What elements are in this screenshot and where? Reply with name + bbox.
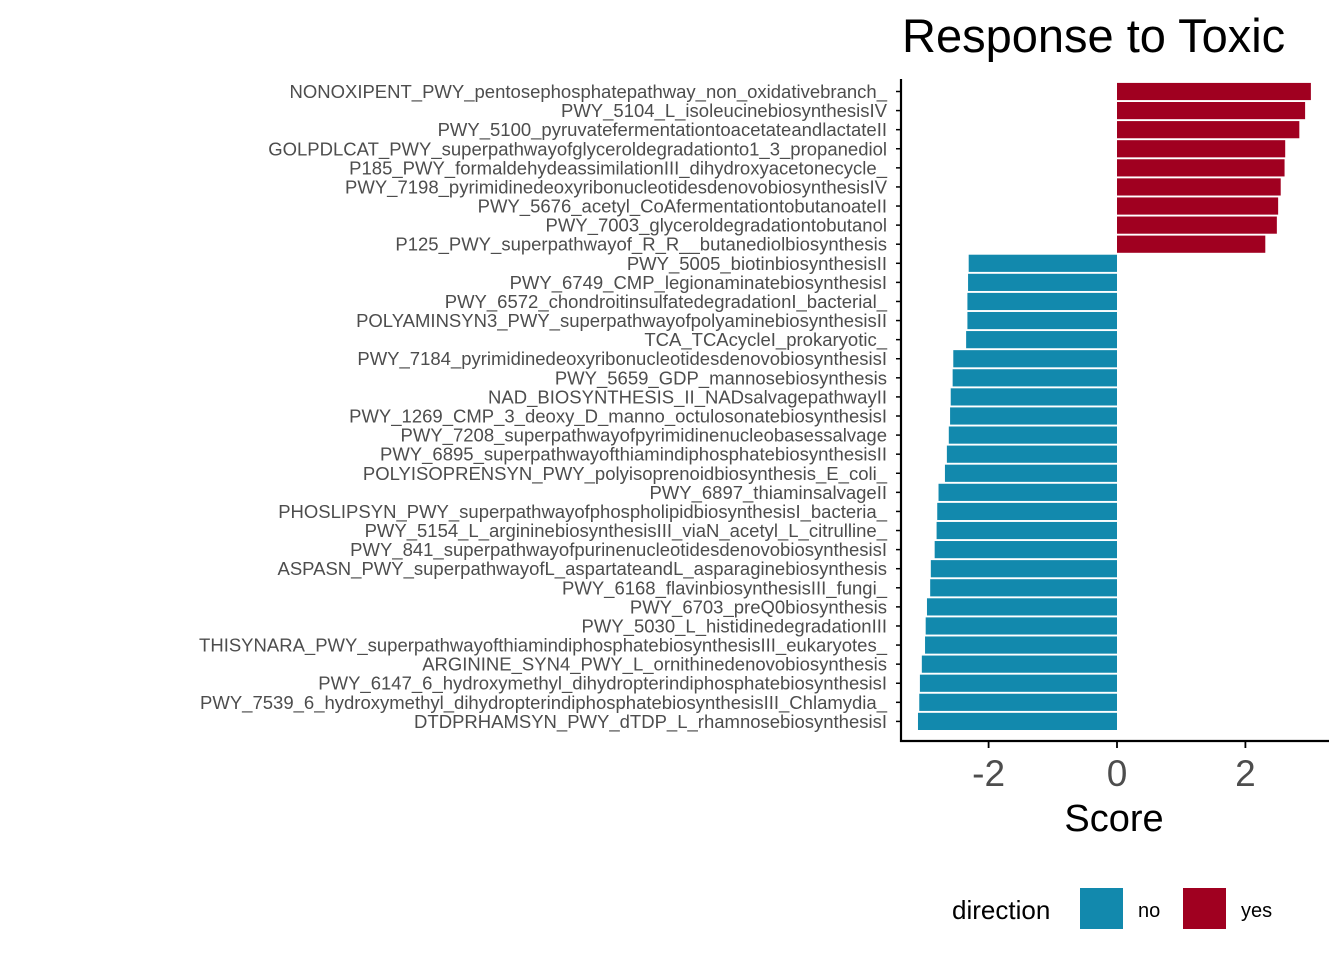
bar-26 [930,560,1117,578]
category-label: TCA_TCAcycleI_prokaryotic_ [644,329,887,351]
category-label: ASPASN_PWY_superpathwayofL_aspartateandL… [277,558,887,580]
x-axis-title: Score [1064,798,1163,840]
category-labels: NONOXIPENT_PWY_pentosephosphatepathway_n… [199,81,901,733]
category-label: PWY_5005_biotinbiosynthesisII [627,253,887,275]
bar-5 [1117,159,1285,177]
bar-16 [952,369,1117,387]
bar-17 [950,388,1117,406]
category-label: PWY_6147_6_hydroxymethyl_dihydropterindi… [318,673,887,695]
category-label: PWY_7198_pyrimidinedeoxyribonucleotidesd… [345,176,888,198]
bars-group [917,82,1311,731]
category-label: PWY_7539_6_hydroxymethyl_dihydropterindi… [200,692,888,714]
bar-32 [919,674,1117,692]
category-label: PWY_7003_glyceroldegradationtobutanol [546,215,887,237]
category-label: PWY_1269_CMP_3_deoxy_D_manno_octulosonat… [349,406,887,428]
bar-25 [934,541,1117,559]
category-label: PWY_6897_thiaminsalvageII [649,482,887,504]
category-label: ARGININE_SYN4_PWY_L_ornithinedenovobiosy… [422,654,887,676]
category-label: PWY_5154_L_argininebiosynthesisIII_viaN_… [365,520,888,542]
bar-1 [1117,82,1311,101]
bar-11 [968,273,1117,291]
category-label: PWY_7208_superpathwayofpyrimidinenucleob… [401,425,887,447]
bar-14 [966,331,1117,349]
category-label: PWY_6168_flavinbiosynthesisIII_fungi_ [562,577,888,599]
bar-34 [917,712,1117,731]
bar-20 [946,445,1117,463]
bar-27 [930,579,1117,597]
bar-8 [1117,216,1277,234]
category-label: THISYNARA_PWY_superpathwayofthiamindipho… [199,635,888,657]
bar-3 [1117,121,1300,139]
legend-entries: no yes [1080,888,1272,929]
category-label: NONOXIPENT_PWY_pentosephosphatepathway_n… [289,81,887,103]
bar-33 [919,693,1117,711]
category-label: P125_PWY_superpathwayof_R_R__butanediolb… [395,234,887,256]
bar-21 [944,464,1117,482]
bar-31 [921,655,1117,673]
x-axis-ticks: -2 0 2 [972,741,1256,794]
bar-15 [953,350,1117,368]
bar-23 [937,502,1117,521]
category-label: PWY_6703_preQ0biosynthesis [630,596,887,618]
legend-label-yes: yes [1241,900,1272,922]
bar-24 [936,521,1117,540]
category-label: NAD_BIOSYNTHESIS_II_NADsalvagepathwayII [488,386,887,408]
category-label: PWY_5659_GDP_mannosebiosynthesis [555,367,887,389]
bar-2 [1117,101,1306,120]
category-label: POLYAMINSYN3_PWY_superpathwayofpolyamine… [356,310,887,332]
category-label: PHOSLIPSYN_PWY_superpathwayofphospholipi… [278,501,888,523]
legend-label-no: no [1138,900,1160,922]
category-label: P185_PWY_formaldehydeassimilationIII_dih… [349,157,888,179]
category-label: POLYISOPRENSYN_PWY_polyisoprenoidbiosynt… [363,463,888,485]
category-label: PWY_5676_acetyl_CoAfermentationtobutanoa… [478,196,887,218]
legend-key-no [1080,888,1123,929]
bar-22 [938,483,1117,501]
category-label: PWY_7184_pyrimidinedeoxyribonucleotidesd… [357,348,887,370]
category-label: PWY_841_superpathwayofpurinenucleotidesd… [350,539,887,561]
bar-12 [967,292,1117,311]
category-label: PWY_6895_superpathwayofthiamindiphosphat… [380,444,887,466]
legend: direction no yes [952,888,1272,929]
bar-6 [1117,178,1281,196]
bar-30 [925,636,1117,654]
x-tick-label: 0 [1107,753,1128,794]
bar-28 [926,598,1117,616]
chart-title: Response to Toxic [902,9,1285,62]
category-label: GOLPDLCAT_PWY_superpathwayofglyceroldegr… [268,138,887,160]
category-label: PWY_5104_L_isoleucinebiosynthesisIV [561,100,888,122]
bar-10 [968,254,1117,272]
category-label: PWY_6749_CMP_legionaminatebiosynthesisI [510,272,887,294]
bar-19 [948,426,1117,444]
bar-13 [967,311,1117,330]
bar-29 [925,617,1117,635]
bar-9 [1117,235,1266,253]
bar-18 [950,407,1117,425]
bar-4 [1117,140,1286,158]
category-label: PWY_5100_pyruvatefermentationtoacetatean… [438,119,887,141]
category-label: PWY_6572_chondroitinsulfatedegradationI_… [445,291,888,313]
x-tick-label: 2 [1235,753,1256,794]
category-label: DTDPRHAMSYN_PWY_dTDP_L_rhamnosebiosynthe… [414,711,887,733]
legend-title: direction [952,895,1050,925]
legend-key-yes [1183,888,1226,929]
category-label: PWY_5030_L_histidinedegradationIII [582,615,887,637]
x-tick-label: -2 [972,753,1005,794]
bar-7 [1117,197,1279,215]
